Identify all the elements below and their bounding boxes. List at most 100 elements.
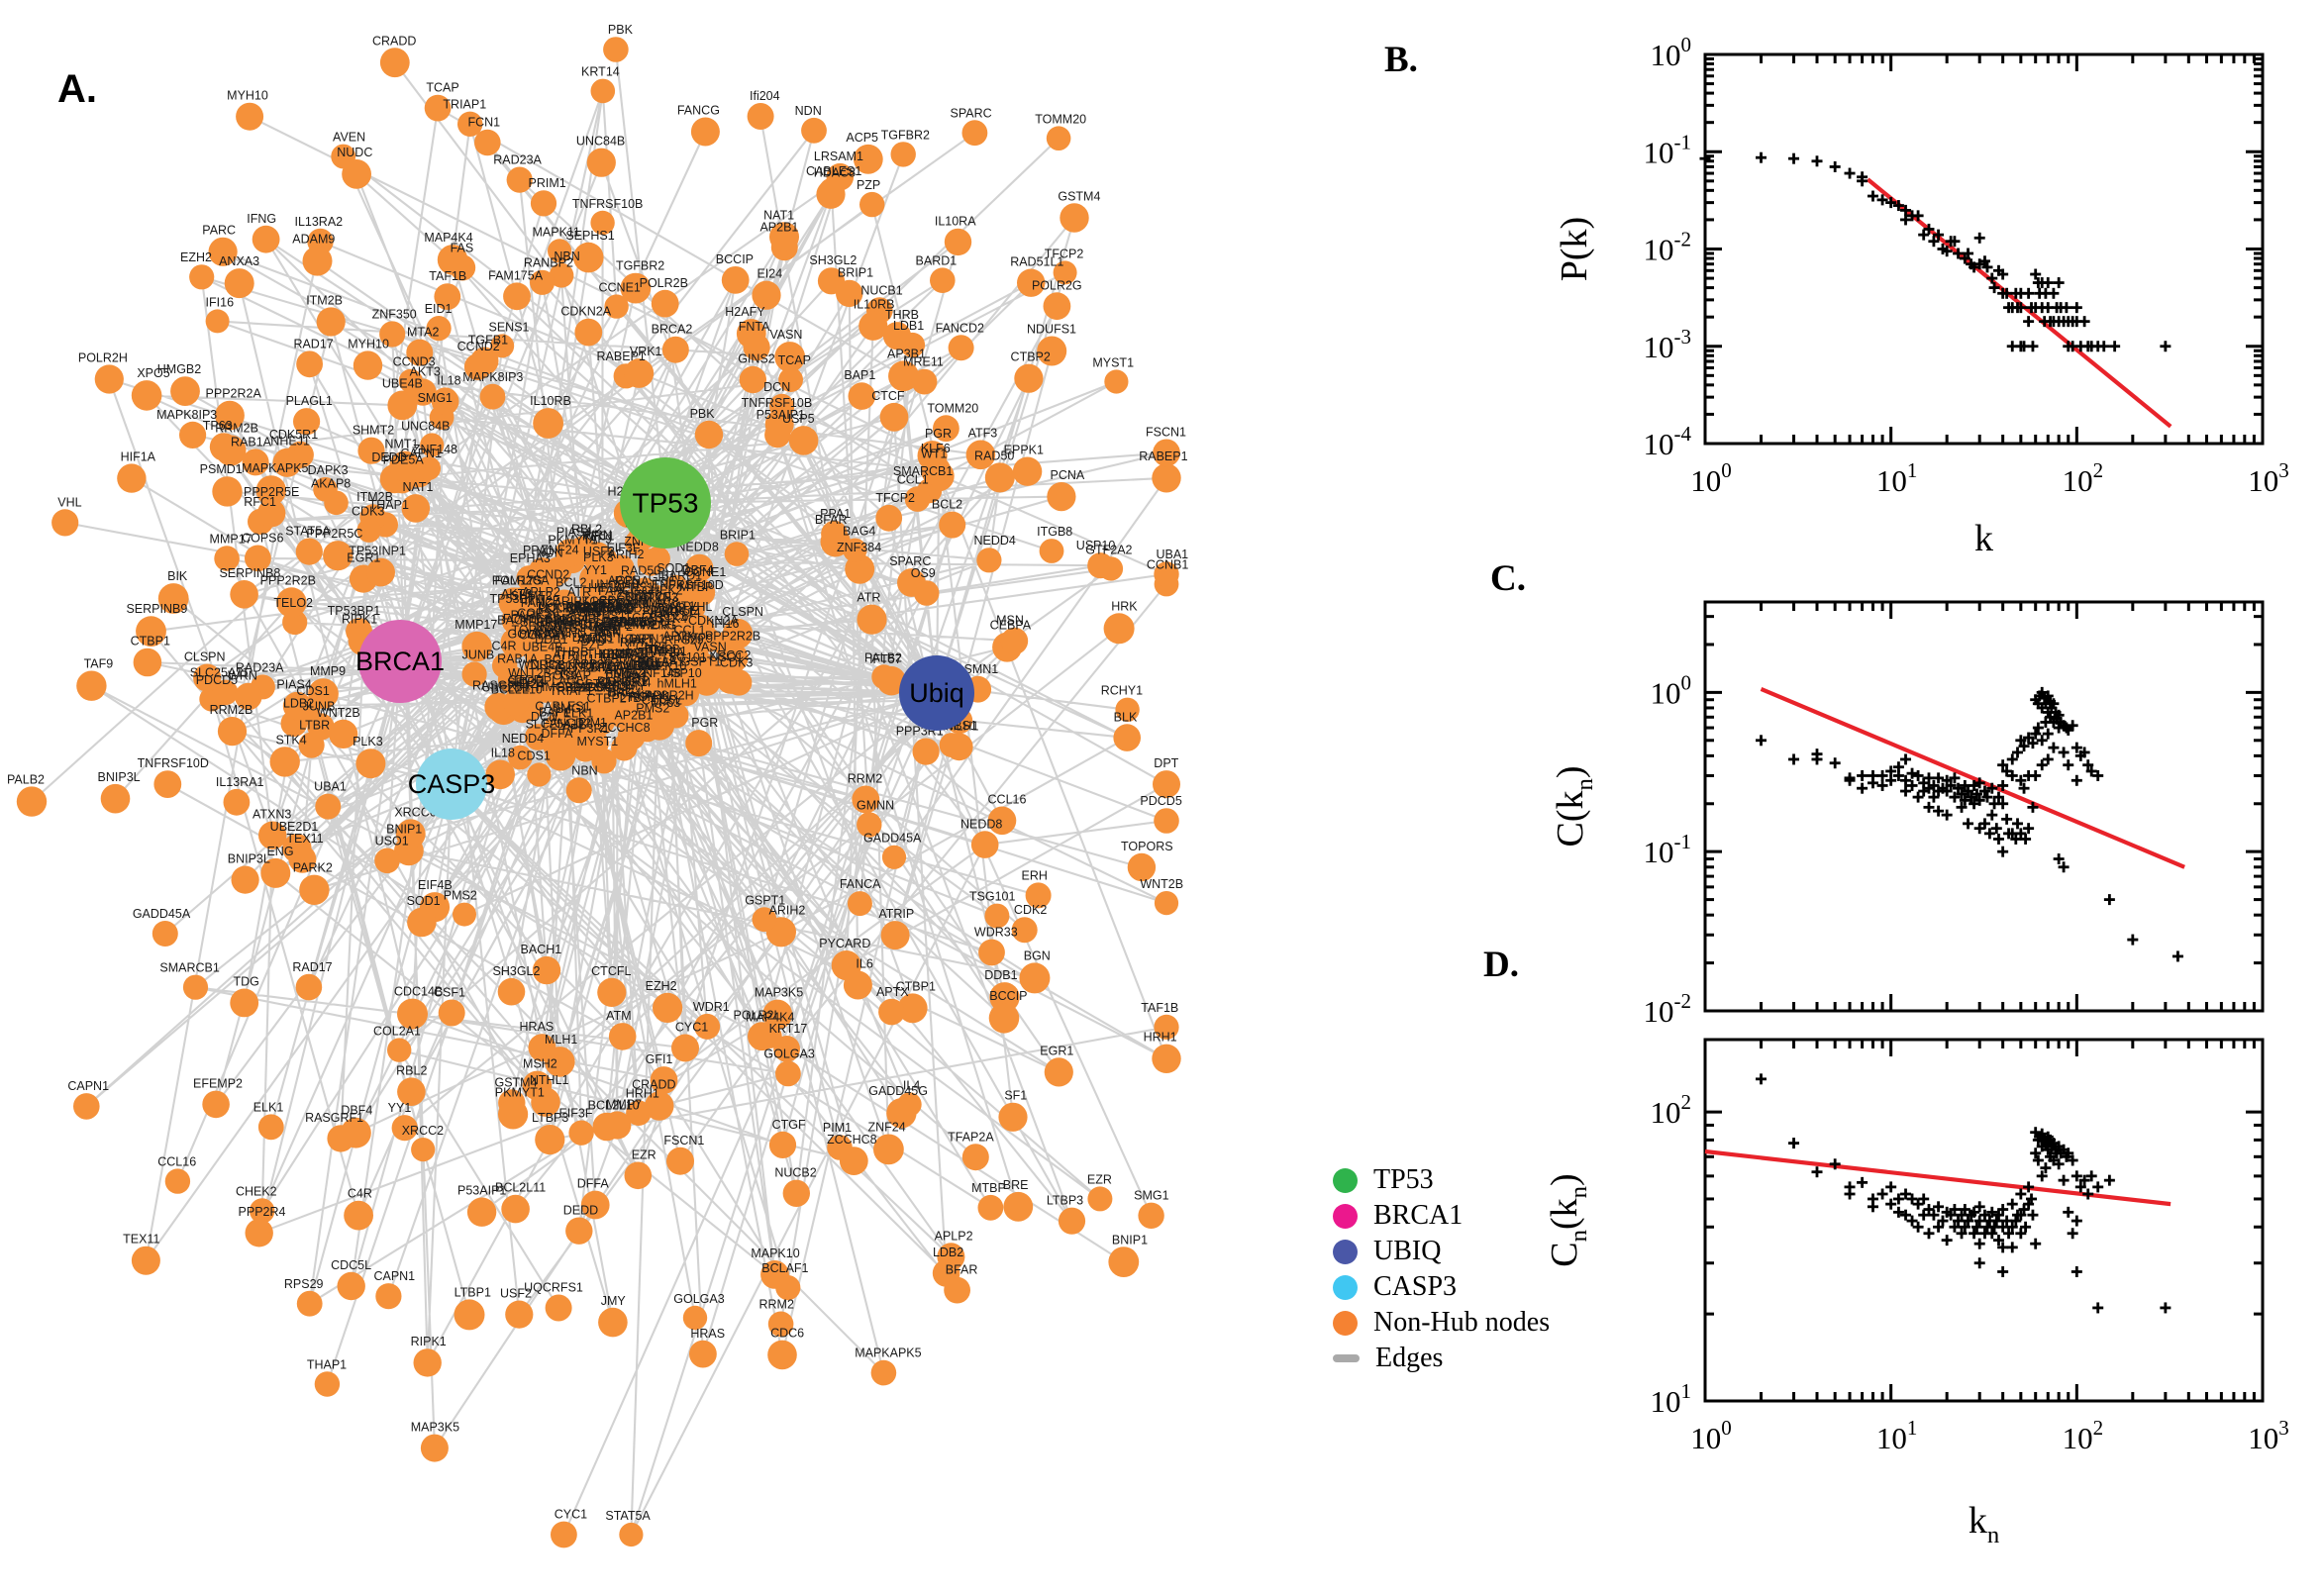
gene-label: FAM175A (495, 574, 551, 588)
network-node (592, 1112, 622, 1142)
network-node (453, 902, 476, 927)
network-node (341, 1117, 371, 1148)
gene-label: PPA1 (523, 544, 554, 557)
gene-label: AVEN (333, 131, 365, 145)
gene-label: AP2B1 (759, 220, 798, 234)
gene-label: IFNG (650, 606, 679, 620)
gene-label: BCLAF1 (637, 654, 683, 668)
gene-label: HMGB2 (157, 362, 202, 376)
gene-label: PDE5A (637, 656, 678, 670)
network-node (939, 511, 966, 539)
network-node (431, 387, 459, 416)
gene-label: BCL2 (556, 576, 586, 590)
gene-label: PDE5A (383, 452, 425, 466)
gene-label: PARK2 (511, 609, 551, 623)
gene-label: THAP1 (307, 1357, 347, 1371)
network-node (961, 1144, 989, 1171)
gene-label: MYST1 (1092, 355, 1134, 369)
gene-label: MMP9 (677, 632, 713, 646)
gene-label: WRN (228, 669, 257, 683)
network-node (998, 1102, 1028, 1132)
network-node (366, 557, 395, 587)
gene-label: CTCFL (508, 673, 548, 687)
network-node (976, 548, 1002, 573)
gene-label: AKAP8 (311, 477, 351, 491)
gene-label: TOPORS (1121, 840, 1173, 853)
gene-label: CDS1 (296, 684, 329, 698)
gene-label: FANCG (677, 104, 720, 118)
plot-frame (1703, 52, 2265, 446)
network-node (917, 441, 948, 471)
gene-label: MYH10 (348, 337, 389, 350)
gene-label: CDC14B (598, 594, 647, 608)
gene-label: MMP17 (454, 618, 497, 632)
gene-label: PALB2 (7, 772, 45, 786)
gene-label: HRK (607, 686, 634, 700)
network-node (387, 1038, 412, 1062)
gene-label: KRT17 (583, 660, 622, 674)
network-node (136, 616, 166, 648)
gene-label: CCL1 (674, 623, 706, 637)
gene-label: ZNF24 (867, 1121, 905, 1135)
network-node (257, 499, 286, 528)
network-node (157, 583, 189, 614)
gene-label: MLH1 (623, 656, 656, 670)
gene-label: WT1 (646, 614, 671, 628)
network-node (532, 955, 561, 985)
gene-label: IL13RA2 (573, 600, 622, 614)
gene-label: AP2B1 (614, 709, 653, 723)
network-node (260, 857, 291, 888)
gene-label: BNIP3L (228, 852, 270, 866)
network-node (466, 1197, 497, 1227)
gene-label: VHL (688, 600, 712, 614)
gene-label: LDB1 (631, 656, 661, 670)
gene-label: NEDD4 (974, 534, 1016, 548)
gene-label: ATRIP (878, 907, 914, 921)
gene-label: EZR (632, 1148, 656, 1162)
tp53-swatch-icon (1333, 1167, 1358, 1193)
gene-label: TOMM20 (1035, 112, 1086, 126)
gene-label: JMY (622, 679, 648, 693)
gene-label: FANCD2 (543, 716, 591, 730)
gene-label: CTBP2 (1011, 350, 1051, 364)
gene-label: PMS2 (636, 701, 669, 715)
network-node (620, 272, 652, 304)
gene-label: TCAP (558, 668, 591, 682)
fit-line (1704, 1148, 2172, 1207)
gene-label: MAP3K5 (411, 1421, 459, 1435)
legend-item-nonhub: Non-Hub nodes (1333, 1307, 1550, 1338)
gene-label: CLSPN (722, 605, 763, 619)
gene-label: UBA1 (1156, 548, 1188, 561)
gene-label: TRIAP1 (550, 684, 593, 698)
gene-label: LTBP1 (454, 1285, 491, 1299)
gene-label: SHMT2 (511, 589, 553, 603)
network-node (1115, 697, 1140, 722)
gene-label: NBN (571, 763, 597, 777)
gene-label: PPP2R2B (260, 573, 316, 587)
gene-label: FSCN1 (1146, 426, 1186, 440)
gene-label: RPS29 (284, 1277, 324, 1291)
network-node (272, 448, 302, 477)
gene-label: JUNB (462, 648, 495, 661)
gene-label: BARD1 (916, 254, 958, 268)
gene-label: TFAP2A (638, 646, 684, 659)
gene-label: EFEMP2 (608, 618, 657, 632)
network-node (645, 1091, 674, 1121)
network-node (461, 631, 492, 662)
gene-label: APLP2 (935, 1229, 973, 1243)
gene-label: FCN1 (503, 612, 536, 626)
gene-label: THBS1 (586, 648, 626, 661)
gene-label: EI24 (757, 267, 782, 281)
gene-label: CDK3 (720, 655, 753, 669)
gene-label: IL6 (616, 600, 633, 614)
gene-label: EGR1 (347, 551, 380, 565)
gene-label: KLF6 (921, 442, 951, 455)
network-node (416, 455, 442, 481)
gene-label: VRK1 (630, 345, 662, 358)
gene-label: STK4 (275, 733, 306, 747)
network-node (545, 740, 576, 771)
network-node (76, 670, 107, 701)
network-node (407, 907, 437, 938)
